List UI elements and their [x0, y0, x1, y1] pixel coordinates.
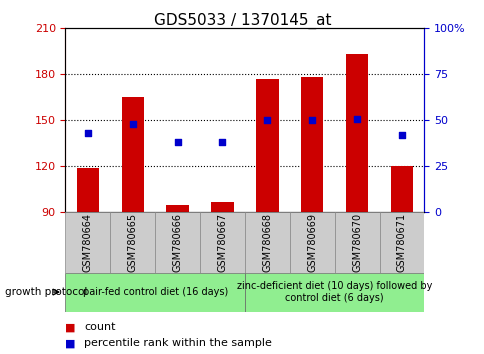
Text: GSM780668: GSM780668	[262, 213, 272, 272]
Text: growth protocol: growth protocol	[5, 287, 87, 297]
Text: GSM780664: GSM780664	[83, 213, 93, 272]
Bar	[345, 55, 367, 212]
Text: GSM780669: GSM780669	[306, 213, 317, 272]
Text: count: count	[84, 322, 115, 332]
Point	[218, 139, 226, 145]
Bar	[289, 212, 334, 273]
Point	[84, 130, 91, 136]
Text: ■: ■	[65, 322, 76, 332]
Bar	[390, 166, 412, 212]
Bar	[244, 273, 424, 312]
Point	[352, 116, 360, 121]
Point	[263, 118, 271, 123]
Point	[129, 121, 136, 127]
Bar	[200, 212, 244, 273]
Text: GSM780666: GSM780666	[172, 213, 182, 272]
Bar	[378, 212, 424, 273]
Bar	[76, 168, 99, 212]
Point	[173, 139, 181, 145]
Text: ■: ■	[65, 338, 76, 348]
Point	[397, 132, 405, 138]
Text: pair-fed control diet (16 days): pair-fed control diet (16 days)	[82, 287, 227, 297]
Text: zinc-deficient diet (10 days) followed by
control diet (6 days): zinc-deficient diet (10 days) followed b…	[237, 281, 431, 303]
Bar	[155, 212, 200, 273]
Bar	[244, 212, 289, 273]
Text: GDS5033 / 1370145_at: GDS5033 / 1370145_at	[153, 12, 331, 29]
Bar	[334, 212, 378, 273]
Bar	[301, 78, 323, 212]
Bar	[166, 205, 188, 212]
Text: GSM780671: GSM780671	[396, 213, 406, 272]
Text: GSM780667: GSM780667	[217, 213, 227, 272]
Bar	[65, 212, 110, 273]
Bar	[65, 273, 244, 312]
Bar	[256, 79, 278, 212]
Text: GSM780670: GSM780670	[351, 213, 362, 272]
Bar	[211, 202, 233, 212]
Text: GSM780665: GSM780665	[127, 213, 137, 272]
Bar	[121, 97, 144, 212]
Text: percentile rank within the sample: percentile rank within the sample	[84, 338, 271, 348]
Bar	[110, 212, 155, 273]
Point	[308, 118, 316, 123]
